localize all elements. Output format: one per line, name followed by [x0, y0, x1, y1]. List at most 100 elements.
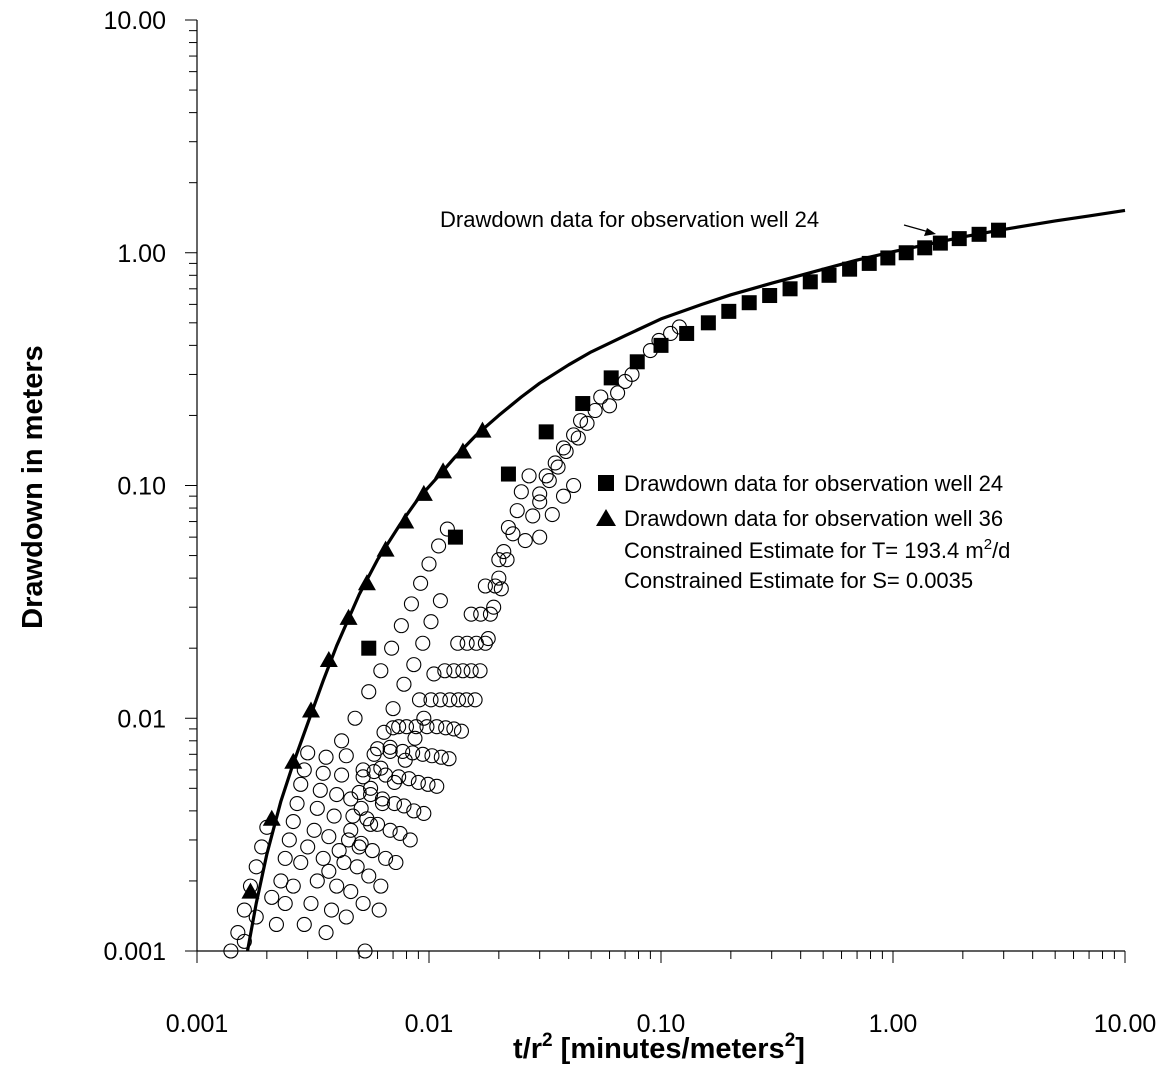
axes [185, 19, 1126, 963]
open-circle-point [446, 663, 462, 679]
y-axis-title: Drawdown in meters [17, 345, 49, 629]
open-circle-point [496, 544, 512, 560]
open-circle-point [393, 618, 409, 634]
open-circle-point [353, 835, 369, 851]
open-circle-point [416, 710, 432, 726]
well-36-point [301, 701, 320, 718]
open-circle-point [541, 473, 557, 489]
open-circle-point [306, 822, 322, 838]
open-circle-point [373, 760, 389, 776]
well-24-point [971, 226, 987, 242]
open-circle-point [236, 933, 252, 949]
open-circle-point [382, 822, 398, 838]
open-circle-point [532, 494, 548, 510]
well-36-point [396, 512, 415, 529]
well-24-point [721, 303, 737, 319]
open-circle-point [329, 787, 345, 803]
well-24-point [802, 274, 818, 290]
open-circle-point [223, 943, 239, 959]
open-circle-point [318, 749, 334, 765]
open-circle-point [331, 843, 347, 859]
open-circle-point [397, 752, 413, 768]
open-circle-point [572, 413, 589, 429]
open-circle-point [388, 854, 404, 871]
open-circle-point [550, 459, 566, 475]
open-circle-point [329, 878, 345, 894]
open-circle-point [493, 581, 509, 597]
well-24-point [762, 288, 778, 304]
annotation-arrow-head [924, 228, 936, 236]
open-circle-point [300, 839, 316, 855]
open-circle-point [268, 916, 284, 933]
open-circle-point [345, 808, 361, 824]
y-tick-label: 0.10 [117, 473, 166, 501]
open-circle-point [442, 692, 458, 708]
x-axis-title-main: t/r [513, 1033, 542, 1065]
open-circle-point [517, 533, 533, 549]
open-circle-point [361, 684, 377, 700]
well-24-point [861, 255, 877, 271]
open-circle-point [376, 724, 392, 740]
open-circle-point [415, 635, 431, 651]
open-circle-point [429, 778, 445, 794]
open-circle-point [395, 743, 411, 760]
open-circle-point [353, 800, 369, 816]
open-circle-point [363, 816, 379, 832]
open-circle-point [391, 769, 407, 785]
open-circle-point [293, 854, 309, 871]
open-circle-point [555, 440, 572, 456]
open-circle-point [429, 719, 445, 735]
open-circle-point [386, 796, 403, 812]
open-circle-point [420, 776, 436, 792]
open-circle-point [423, 614, 439, 630]
open-circle-point [355, 769, 371, 785]
open-circle-point [303, 895, 319, 912]
open-circle-point [396, 676, 412, 692]
well-24-point [447, 529, 463, 545]
open-circle-point [424, 748, 440, 764]
open-circle-point [406, 803, 422, 819]
open-circle-point [532, 486, 548, 502]
open-circle-point [398, 719, 415, 735]
open-circle-point [402, 832, 418, 848]
annotation-arrow-line [903, 224, 930, 233]
well-24-point [821, 267, 837, 283]
open-circle-point [309, 873, 325, 889]
open-circle-point [401, 771, 417, 787]
open-circle-point [453, 723, 470, 739]
well-36-point [453, 442, 472, 459]
open-circle-point [296, 916, 312, 933]
open-circle-point [579, 415, 595, 431]
open-circle-point [439, 521, 455, 537]
open-circle-point [432, 692, 448, 708]
open-circle-point [472, 663, 488, 679]
open-circle-point [432, 593, 448, 609]
open-circle-point [410, 774, 426, 790]
open-circle-point [343, 791, 359, 807]
well-36-series [241, 421, 492, 899]
well-36-point [284, 752, 303, 769]
open-circle-point [482, 606, 498, 622]
open-circle-point [446, 721, 462, 737]
y-tick-label: 10.00 [103, 7, 166, 35]
open-circle-point [538, 468, 554, 484]
well-36-point [339, 608, 358, 625]
open-circle-point [426, 666, 442, 682]
legend-item-well-24: Drawdown data for observation well 24 [624, 471, 1003, 496]
open-circle-point [423, 692, 439, 708]
open-circle-point [566, 427, 582, 443]
open-circle-point [366, 746, 382, 762]
well-24-point [629, 354, 645, 370]
legend: Drawdown data for observation well 24 Dr… [596, 471, 1010, 593]
open-circle-point [277, 895, 293, 912]
open-circle-point [338, 909, 354, 925]
well-24-series [361, 222, 1007, 656]
well-36-point [473, 421, 492, 438]
t-estimate-unit: /d [992, 538, 1010, 563]
open-circle-point [281, 832, 297, 848]
open-circle-point [547, 455, 563, 471]
well-36-point [357, 574, 376, 591]
open-circle-point [570, 430, 586, 446]
x-tick-label: 1.00 [869, 1010, 918, 1038]
open-circle-point [450, 692, 467, 708]
